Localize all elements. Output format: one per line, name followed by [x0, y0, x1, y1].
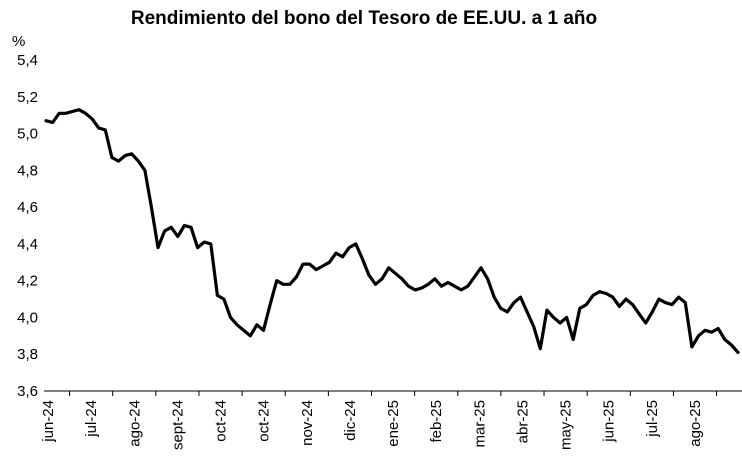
x-tick-label: mar-25 [471, 400, 488, 448]
y-axis-unit: % [12, 33, 25, 50]
x-tick-label: jun-25 [601, 400, 618, 443]
y-tick-label: 4,8 [17, 162, 38, 179]
y-tick-label: 4,0 [17, 309, 38, 326]
y-axis-ticks: 5,4 5,2 5,0 4,8 4,6 4,4 4,2 4,0 3,8 3,6 [17, 52, 38, 400]
y-tick-label: 5,4 [17, 52, 38, 69]
x-tick-label: may-25 [558, 400, 575, 450]
yield-line [44, 108, 740, 354]
y-tick-label: 5,0 [17, 126, 38, 143]
y-tick-label: 5,2 [17, 89, 38, 106]
x-tick-label: oct-24 [256, 400, 273, 442]
y-tick-label: 3,6 [17, 383, 38, 400]
x-tick-label: jul-25 [644, 400, 661, 438]
x-tick-label: sept-24 [169, 400, 186, 450]
x-tick-label: ene-25 [385, 400, 402, 447]
x-tick-label: oct-24 [213, 400, 230, 442]
x-tick-label: feb-25 [428, 400, 445, 443]
y-tick-label: 4,2 [17, 273, 38, 290]
x-axis-ticks: jun-24 jul-24 ago-24 sept-24 oct-24 oct-24 nov… [40, 391, 718, 450]
x-tick-label: abr-25 [514, 400, 531, 443]
x-tick-label: jun-24 [40, 400, 57, 443]
x-tick-label: jul-24 [83, 400, 100, 438]
y-tick-label: 3,8 [17, 346, 38, 363]
x-tick-label: nov-24 [299, 400, 316, 446]
x-tick-label: ago-25 [687, 400, 704, 447]
y-tick-label: 4,6 [17, 199, 38, 216]
y-tick-label: 4,4 [17, 236, 38, 253]
chart-title: Rendimiento del bono del Tesoro de EE.UU… [131, 8, 597, 29]
x-tick-label: dic-24 [342, 400, 359, 441]
x-tick-label: ago-24 [126, 400, 143, 447]
